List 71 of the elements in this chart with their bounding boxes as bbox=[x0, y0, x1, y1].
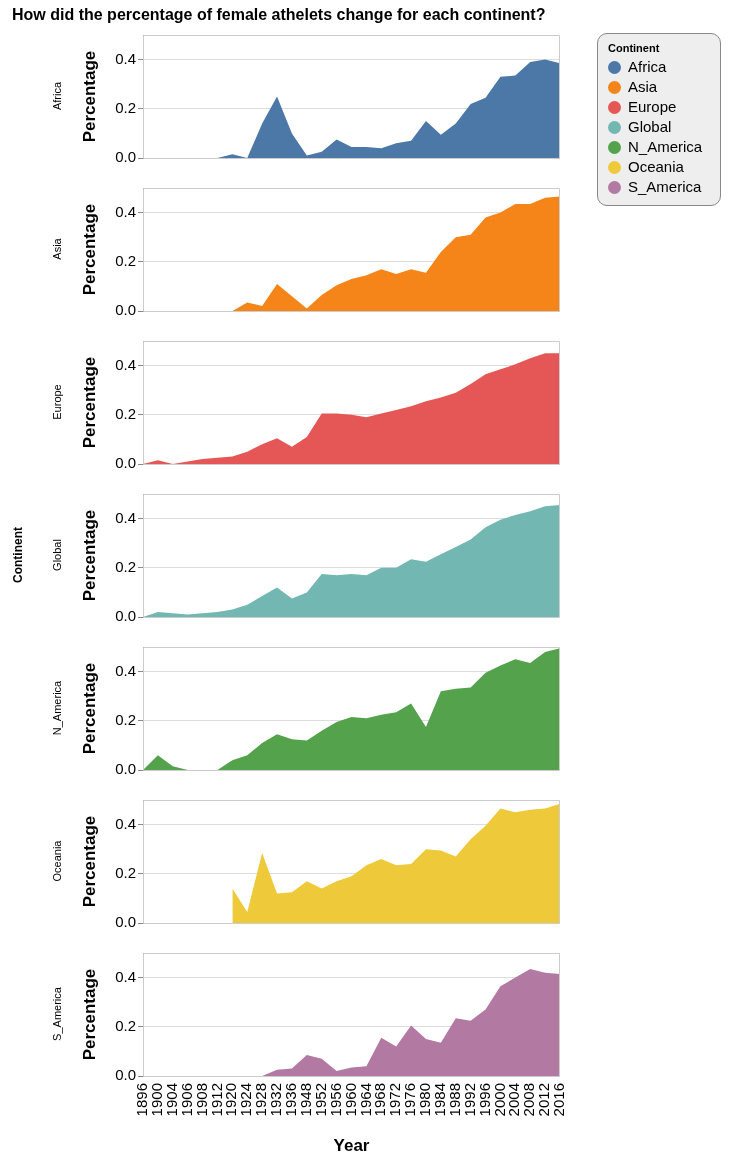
y-tick-label: 0.2 bbox=[115, 710, 136, 728]
text: Global bbox=[51, 539, 63, 571]
y-tick-label: 0.4 bbox=[115, 355, 136, 373]
x-tick-label: 1906 bbox=[177, 1083, 195, 1117]
y-axis-title: Percentage bbox=[79, 356, 99, 449]
x-tick-label: 1992 bbox=[460, 1083, 478, 1117]
y-tick-label: 0.0 bbox=[115, 760, 136, 778]
y-axis-title: Percentage bbox=[79, 968, 99, 1061]
y-tick-label: 0.0 bbox=[115, 301, 136, 319]
x-tick-label: 1932 bbox=[267, 1083, 285, 1117]
legend-label: Africa bbox=[628, 57, 667, 77]
x-tick-label: 1956 bbox=[326, 1083, 344, 1117]
x-tick-label: 2012 bbox=[535, 1083, 553, 1117]
y-axis-title: Percentage bbox=[79, 815, 99, 908]
x-tick-label: 1924 bbox=[237, 1083, 255, 1117]
y-tick-label: 0.4 bbox=[115, 814, 136, 832]
x-tick-label: 1912 bbox=[207, 1083, 225, 1117]
text: Oceania bbox=[51, 840, 63, 882]
x-tick-label: 1984 bbox=[431, 1083, 448, 1117]
x-tick-label: 1988 bbox=[445, 1083, 463, 1117]
y-tick-label: 0.2 bbox=[115, 98, 136, 116]
legend-label: Europe bbox=[628, 97, 677, 117]
x-tick-label: 1980 bbox=[416, 1083, 434, 1117]
y-tick-label: 0.4 bbox=[115, 508, 136, 526]
y-tick-label: 0.0 bbox=[115, 607, 136, 625]
text: Africa bbox=[51, 81, 63, 111]
text: Asia bbox=[51, 238, 63, 260]
y-tick-label: 0.2 bbox=[115, 251, 136, 269]
x-tick-label: 1896 bbox=[133, 1083, 151, 1117]
x-tick-label: 1908 bbox=[192, 1083, 210, 1117]
y-tick-label: 0.4 bbox=[115, 967, 136, 985]
y-tick-label: 0.2 bbox=[115, 863, 136, 881]
text: Continent bbox=[11, 527, 25, 583]
text: N_America bbox=[51, 680, 63, 736]
y-tick-label: 0.0 bbox=[115, 454, 136, 472]
legend-label: S_America bbox=[628, 177, 702, 197]
y-axis-title: Percentage bbox=[79, 50, 99, 143]
text: Europe bbox=[51, 384, 63, 420]
x-tick-label: 1968 bbox=[371, 1083, 389, 1117]
legend-label: Asia bbox=[628, 77, 658, 97]
legend-label: Global bbox=[628, 117, 672, 137]
x-tick-label: 1972 bbox=[386, 1083, 404, 1117]
y-tick-label: 0.2 bbox=[115, 557, 136, 575]
y-tick-label: 0.4 bbox=[115, 661, 136, 679]
y-axis-title: Percentage bbox=[79, 203, 99, 296]
y-tick-label: 0.4 bbox=[115, 202, 136, 220]
y-tick-label: 0.0 bbox=[115, 148, 136, 166]
y-tick-label: 0.2 bbox=[115, 1016, 136, 1034]
y-tick-label: 0.0 bbox=[115, 913, 136, 931]
text: S_America bbox=[51, 987, 63, 1041]
x-tick-label: 2016 bbox=[550, 1083, 568, 1117]
x-tick-label: 1960 bbox=[341, 1083, 359, 1117]
x-tick-label: 2008 bbox=[520, 1083, 538, 1117]
x-tick-label: 1996 bbox=[475, 1083, 493, 1117]
x-axis-title: Year bbox=[333, 1136, 370, 1153]
x-tick-label: 2000 bbox=[490, 1083, 508, 1117]
legend-label: N_America bbox=[628, 137, 703, 157]
y-tick-label: 0.0 bbox=[115, 1066, 136, 1084]
y-axis-title: Percentage bbox=[79, 662, 99, 755]
chart-title: How did the percentage of female athelets change for each continent? bbox=[12, 6, 546, 24]
x-tick-label: 1964 bbox=[356, 1083, 374, 1117]
x-tick-label: 1976 bbox=[401, 1083, 419, 1117]
legend-title: Continent bbox=[608, 42, 661, 54]
x-tick-label: 1952 bbox=[311, 1083, 329, 1117]
y-tick-label: 0.2 bbox=[115, 404, 136, 422]
y-axis-title: Percentage bbox=[79, 509, 99, 602]
y-tick-label: 0.4 bbox=[115, 49, 136, 67]
x-tick-label: 2004 bbox=[505, 1083, 523, 1117]
x-tick-label: 1920 bbox=[222, 1083, 240, 1117]
legend-label: Oceania bbox=[628, 157, 684, 177]
x-tick-label: 1928 bbox=[252, 1083, 270, 1117]
